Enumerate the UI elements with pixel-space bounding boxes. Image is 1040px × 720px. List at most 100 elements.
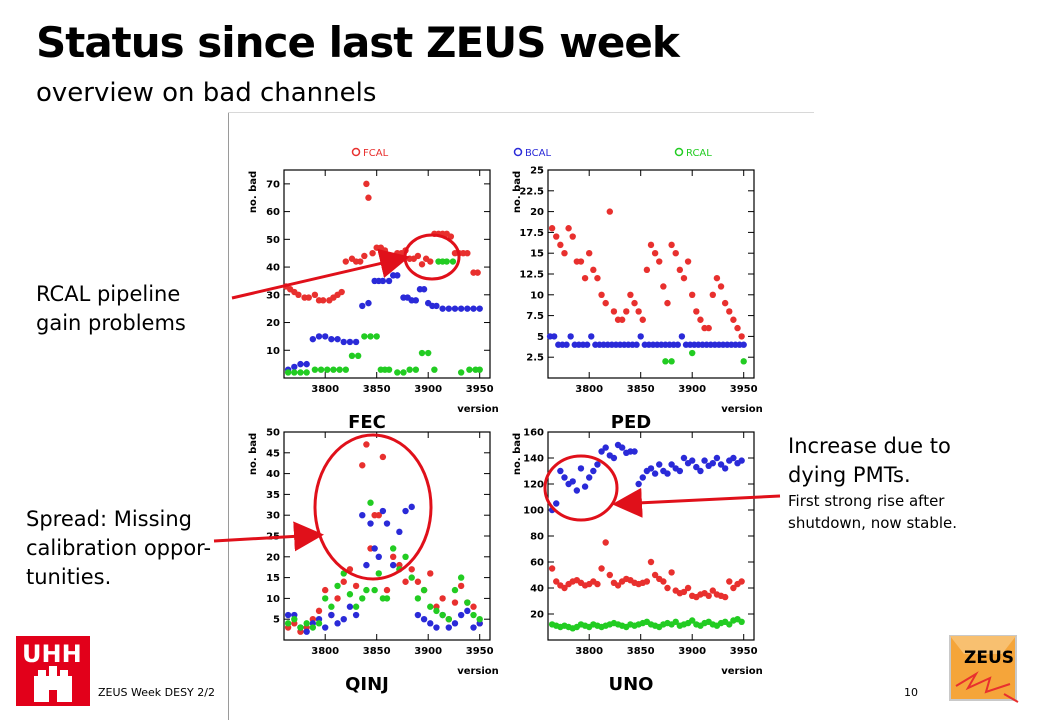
highlight-ellipse-spread [313,433,433,581]
data-point-fcal [693,308,700,315]
data-point-fcal [408,566,415,573]
data-point-rcal [361,333,368,340]
uhh-logo-text: UHH [22,640,82,668]
data-point-bcal [457,305,465,312]
data-point-fcal [389,553,397,560]
figure-left-border [228,112,229,720]
data-point-bcal [346,338,354,346]
data-point-rcal [342,366,349,373]
data-point-rcal [309,624,317,631]
data-point-rcal [371,586,378,594]
data-point-bcal [309,335,317,343]
data-point-fcal [680,588,688,596]
data-point-bcal [315,333,323,340]
annotation-spread: Spread: Missing calibration oppor- tunit… [26,505,211,592]
annotation-increase-line1: Increase due to [788,434,951,458]
data-point-fcal [705,324,712,332]
data-point-bcal [328,335,335,343]
data-point-fcal [565,225,572,232]
arrow-spread [213,521,324,552]
data-point-bcal [414,611,422,619]
data-point-fcal [561,250,568,257]
y-tick-label: 60 [266,207,280,218]
data-point-bcal [633,341,640,348]
data-point-rcal [383,595,391,602]
data-point-rcal [439,611,446,619]
x-axis-label: version [457,404,499,415]
data-point-rcal [466,366,473,373]
data-point-fcal [721,299,729,307]
data-point-bcal [557,467,564,475]
data-point-fcal [618,316,626,323]
y-tick-label: 100 [523,506,544,517]
y-tick-label: 80 [530,532,544,543]
figure-top-border [228,112,814,113]
data-point-rcal [317,366,325,373]
data-point-rcal [431,366,438,373]
data-point-bcal [470,624,477,631]
data-point-fcal [311,291,319,298]
data-point-fcal [627,291,634,298]
data-point-bcal [359,512,366,519]
x-tick-label: 3900 [678,646,706,657]
data-point-bcal [334,335,341,343]
data-point-fcal [470,603,477,610]
data-point-rcal [354,352,362,360]
x-axis-label: version [457,666,499,677]
annotation-increase-line2: dying PMTs. [788,463,911,487]
data-point-bcal [385,277,393,285]
data-point-bcal [284,611,292,619]
data-point-bcal [590,467,597,475]
data-point-rcal [324,366,331,373]
y-tick-label: 40 [266,263,280,274]
data-point-bcal [639,474,646,481]
data-point-bcal [581,483,589,490]
data-point-bcal [328,611,335,619]
data-point-rcal [449,258,457,265]
data-point-bcal [346,603,354,610]
data-point-rcal [291,369,298,376]
data-point-fcal [338,288,345,296]
y-tick-label: 25 [530,166,544,177]
data-point-fcal [553,233,560,240]
data-point-bcal [693,463,700,471]
y-tick-label: 35 [266,490,280,501]
data-point-rcal [346,591,354,598]
data-point-fcal [709,291,716,298]
data-point-rcal [359,595,366,602]
y-axis-label: no. bad [512,171,523,213]
data-point-rcal [400,369,407,376]
data-point-fcal [414,252,422,260]
x-tick-label: 3850 [627,384,655,395]
data-point-rcal [668,358,675,365]
data-point-fcal [342,258,349,265]
data-point-rcal [420,586,428,594]
data-point-bcal [445,305,452,312]
data-point-bcal [470,305,477,312]
x-tick-label: 3850 [363,384,391,395]
data-point-bcal [340,616,347,623]
data-point-rcal [330,366,337,373]
y-tick-label: 70 [266,179,280,190]
data-point-fcal [717,283,725,290]
data-point-rcal [445,616,452,623]
data-point-bcal [567,333,574,340]
data-point-fcal [361,252,368,260]
data-point-bcal [586,474,593,481]
data-point-fcal [697,316,704,323]
y-tick-label: 12.5 [519,270,544,281]
data-point-fcal [721,593,729,601]
data-point-bcal [583,341,591,348]
data-point-rcal [689,617,696,624]
y-tick-label: 10 [266,594,280,605]
data-point-fcal [586,250,593,257]
data-point-fcal [322,586,329,594]
data-point-bcal [569,478,576,485]
data-point-bcal [637,333,644,340]
data-point-fcal [684,584,692,592]
data-point-bcal [451,305,459,312]
data-point-fcal [689,291,696,298]
data-point-bcal [713,454,721,462]
data-point-bcal [668,461,675,468]
data-point-fcal [672,250,679,257]
